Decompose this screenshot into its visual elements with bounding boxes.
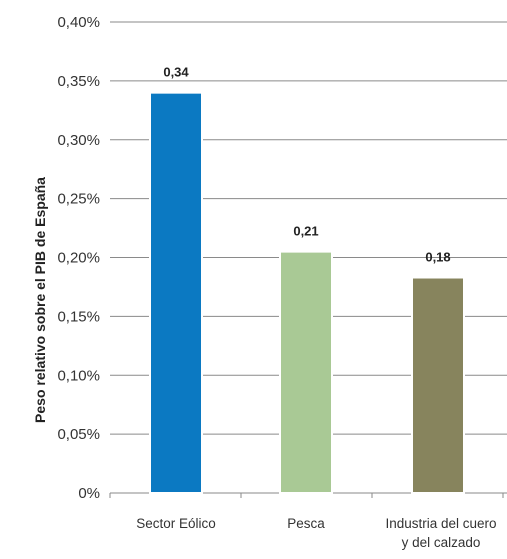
bar xyxy=(149,91,203,495)
category-label: Pesca xyxy=(287,516,325,531)
category-label: Sector Eólico xyxy=(136,516,216,531)
y-tick-label: 0,15% xyxy=(57,308,100,325)
bar xyxy=(279,250,333,494)
data-label: 0,18 xyxy=(425,250,450,265)
data-label: 0,21 xyxy=(293,224,318,239)
y-axis-ticks: 0% 0,05% 0,10% 0,15% 0,20% 0,25% 0,30% 0,35% 0,4… xyxy=(57,14,100,502)
y-tick-label: 0,30% xyxy=(57,132,100,149)
category-labels: Sector Eólico Pesca Industria del cuero y d… xyxy=(136,516,496,550)
y-tick-label: 0,10% xyxy=(57,367,100,384)
y-tick-label: 0% xyxy=(78,485,100,502)
bars xyxy=(149,91,465,495)
y-tick-label: 0,35% xyxy=(57,73,100,90)
bar xyxy=(411,276,465,494)
y-tick-label: 0,20% xyxy=(57,250,100,267)
category-label: Industria del cuero xyxy=(385,516,496,531)
value-labels: 0,34 0,21 0,18 xyxy=(163,65,450,265)
y-tick-label: 0,40% xyxy=(57,14,100,31)
y-axis-label: Peso relativo sobre el PIB de España xyxy=(32,177,48,423)
y-tick-label: 0,05% xyxy=(57,426,100,443)
data-label: 0,34 xyxy=(163,65,189,80)
y-tick-label: 0,25% xyxy=(57,191,100,208)
category-label: y del calzado xyxy=(402,535,481,550)
